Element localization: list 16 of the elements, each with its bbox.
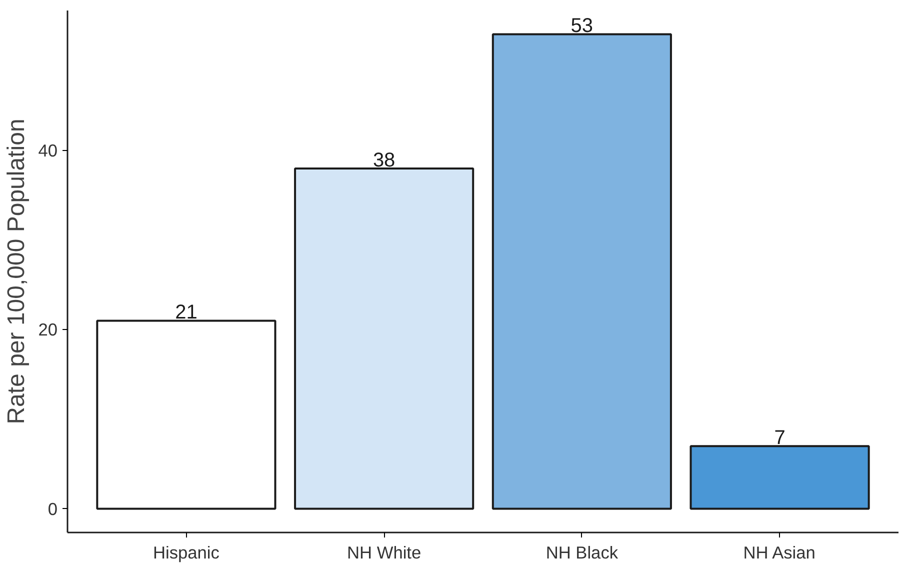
data-label: 21 [175,302,198,324]
y-axis-title: Rate per 100,000 Population [3,118,30,424]
bar [294,168,474,510]
x-tick-label: NH White [347,542,422,562]
y-tick-label: 20 [38,320,58,340]
x-tick-label: Hispanic [152,542,220,562]
x-tick-label: NH Asian [743,542,816,562]
data-label: 7 [774,427,786,450]
x-tick-label: NH Black [546,542,618,562]
data-label: 53 [570,15,594,38]
bar [492,33,672,510]
y-tick-label: 0 [48,498,58,519]
y-tick-label: 40 [38,140,58,161]
data-label: 38 [372,150,396,172]
bar [690,445,870,510]
bar [96,320,276,510]
